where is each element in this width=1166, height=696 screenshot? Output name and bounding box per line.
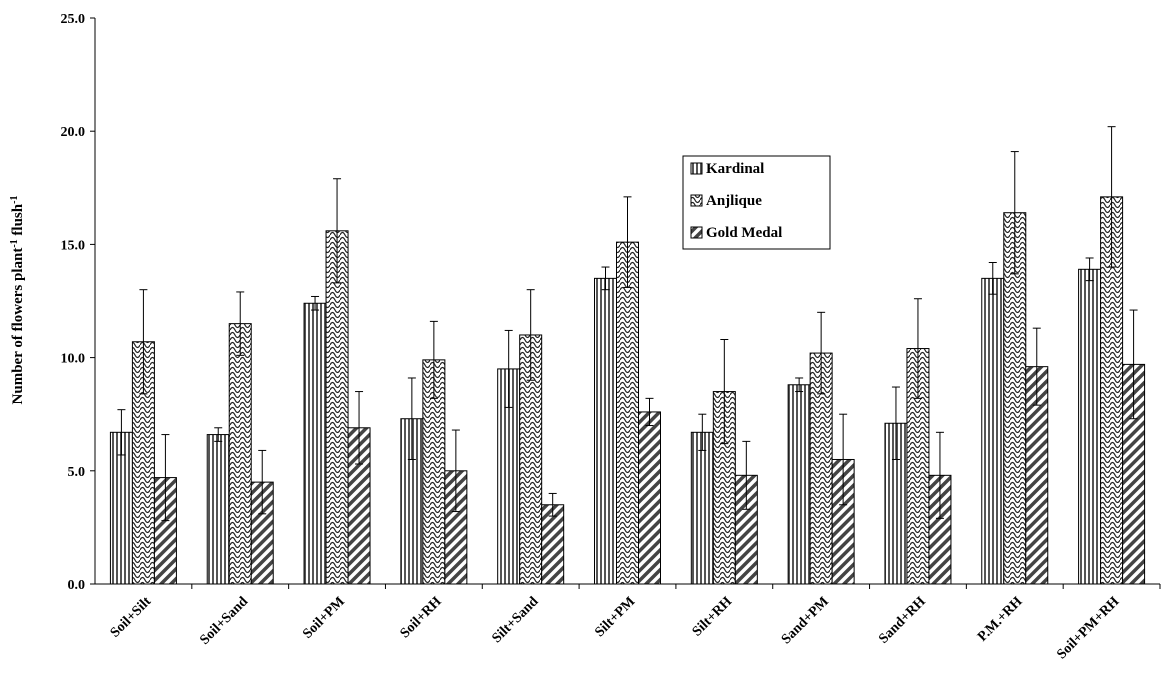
bar-kardinal bbox=[1078, 268, 1102, 585]
legend-swatch-anjlique bbox=[690, 194, 703, 207]
bar-anjlique bbox=[325, 230, 349, 585]
error-bars bbox=[117, 126, 1138, 522]
legend-item-gold-medal: Gold Medal bbox=[690, 225, 782, 241]
category-label: P.M.+RH bbox=[975, 594, 1026, 645]
category-label: Silt+RH bbox=[690, 594, 735, 639]
legend-box bbox=[682, 155, 831, 250]
category-label: Soil+RH bbox=[398, 594, 445, 641]
category-label: Soil+PM bbox=[300, 594, 348, 642]
y-tick-label: 10.0 bbox=[61, 352, 86, 367]
bar-kardinal bbox=[787, 384, 811, 585]
y-tick-label: 0.0 bbox=[68, 578, 86, 593]
category-label: Sand+PM bbox=[779, 594, 832, 647]
bar-anjlique bbox=[616, 241, 639, 585]
x-ticks bbox=[191, 584, 1161, 589]
legend-swatch-kardinal bbox=[690, 162, 703, 175]
category-label: Soil+Sand bbox=[197, 594, 251, 648]
bar-gold-medal bbox=[638, 411, 661, 585]
bar-kardinal bbox=[690, 431, 714, 585]
bar-kardinal bbox=[303, 302, 327, 585]
y-axis-title: Number of flowers plant-1 flush-1 bbox=[9, 196, 27, 405]
category-label: Sand+RH bbox=[876, 594, 929, 647]
bar-kardinal bbox=[594, 277, 617, 585]
y-tick-label: 15.0 bbox=[61, 238, 86, 253]
category-label: Silt+Sand bbox=[489, 594, 541, 646]
category-label: Silt+PM bbox=[592, 594, 638, 640]
y-tick-label: 20.0 bbox=[61, 125, 86, 140]
legend-item-kardinal: Kardinal bbox=[690, 161, 764, 177]
bar-gold-medal bbox=[541, 504, 565, 585]
legend: Kardinal Anjlique Gold Medal bbox=[682, 155, 831, 250]
legend-label-anjlique: Anjlique bbox=[706, 193, 762, 209]
category-label: Soil+PM+RH bbox=[1054, 594, 1122, 662]
legend-label-gold-medal: Gold Medal bbox=[706, 225, 782, 241]
bar-kardinal bbox=[206, 434, 230, 585]
legend-swatch-gold-medal bbox=[690, 226, 703, 239]
y-tick-label: 5.0 bbox=[68, 465, 86, 480]
legend-label-kardinal: Kardinal bbox=[706, 161, 764, 177]
bars bbox=[109, 196, 1146, 585]
category-labels: Soil+Silt Soil+Sand Soil+PM Soil+RH Silt+San… bbox=[108, 594, 1123, 662]
legend-item-anjlique: Anjlique bbox=[690, 193, 762, 209]
bar-anjlique bbox=[228, 323, 252, 585]
y-tick-label: 25.0 bbox=[61, 12, 86, 27]
category-label: Soil+Silt bbox=[108, 594, 155, 641]
y-ticks: 0.0 5.0 10.0 15.0 20.0 25.0 bbox=[61, 12, 95, 593]
bar-kardinal bbox=[981, 277, 1005, 585]
